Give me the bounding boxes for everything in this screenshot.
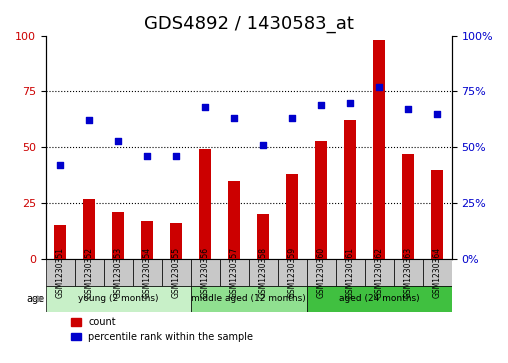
Text: GSM1230362: GSM1230362 [375, 246, 384, 298]
Point [114, 138, 122, 143]
Text: GSM1230361: GSM1230361 [345, 246, 355, 298]
FancyBboxPatch shape [307, 259, 336, 286]
FancyBboxPatch shape [46, 286, 191, 312]
Text: young (2 months): young (2 months) [78, 294, 158, 303]
Bar [431, 170, 443, 259]
Text: GSM1230352: GSM1230352 [85, 246, 93, 298]
FancyBboxPatch shape [423, 259, 452, 286]
Text: GSM1230355: GSM1230355 [172, 246, 181, 298]
Bar [373, 40, 385, 259]
Text: GSM1230351: GSM1230351 [56, 246, 65, 298]
Text: aged (24 months): aged (24 months) [339, 294, 420, 303]
Point [433, 111, 441, 117]
Bar [315, 140, 327, 259]
FancyBboxPatch shape [133, 259, 162, 286]
FancyBboxPatch shape [46, 259, 75, 286]
FancyBboxPatch shape [190, 259, 219, 286]
Text: GSM1230363: GSM1230363 [404, 246, 412, 298]
Bar [141, 221, 153, 259]
FancyBboxPatch shape [394, 259, 423, 286]
Title: GDS4892 / 1430583_at: GDS4892 / 1430583_at [144, 15, 354, 33]
Bar [287, 174, 298, 259]
Text: age: age [26, 294, 44, 304]
Point [375, 84, 383, 90]
Point [172, 153, 180, 159]
Text: GSM1230360: GSM1230360 [316, 246, 326, 298]
FancyBboxPatch shape [365, 259, 394, 286]
Legend: count, percentile rank within the sample: count, percentile rank within the sample [71, 317, 253, 342]
Text: GSM1230364: GSM1230364 [433, 246, 441, 298]
Point [288, 115, 296, 121]
FancyBboxPatch shape [307, 286, 452, 312]
Text: GSM1230357: GSM1230357 [230, 246, 239, 298]
Bar [170, 223, 182, 259]
FancyBboxPatch shape [75, 259, 104, 286]
Bar [344, 121, 356, 259]
FancyBboxPatch shape [336, 259, 365, 286]
Point [230, 115, 238, 121]
Point [56, 162, 65, 168]
Bar [200, 150, 211, 259]
Text: GSM1230353: GSM1230353 [114, 246, 123, 298]
Bar [229, 181, 240, 259]
FancyBboxPatch shape [278, 259, 307, 286]
Point [143, 153, 151, 159]
Text: GSM1230356: GSM1230356 [201, 246, 210, 298]
FancyBboxPatch shape [104, 259, 133, 286]
Text: GSM1230358: GSM1230358 [259, 246, 268, 298]
Point [404, 106, 412, 112]
Point [85, 118, 93, 123]
FancyBboxPatch shape [249, 259, 278, 286]
Text: GSM1230359: GSM1230359 [288, 246, 297, 298]
FancyBboxPatch shape [162, 259, 190, 286]
FancyBboxPatch shape [219, 259, 249, 286]
Text: middle aged (12 months): middle aged (12 months) [192, 294, 306, 303]
Point [259, 142, 267, 148]
FancyBboxPatch shape [190, 286, 307, 312]
Bar [83, 199, 95, 259]
Bar [112, 212, 124, 259]
Point [346, 100, 354, 106]
Bar [258, 214, 269, 259]
Bar [402, 154, 414, 259]
Text: GSM1230354: GSM1230354 [143, 246, 152, 298]
Point [201, 104, 209, 110]
Point [317, 102, 325, 108]
Bar [54, 225, 66, 259]
